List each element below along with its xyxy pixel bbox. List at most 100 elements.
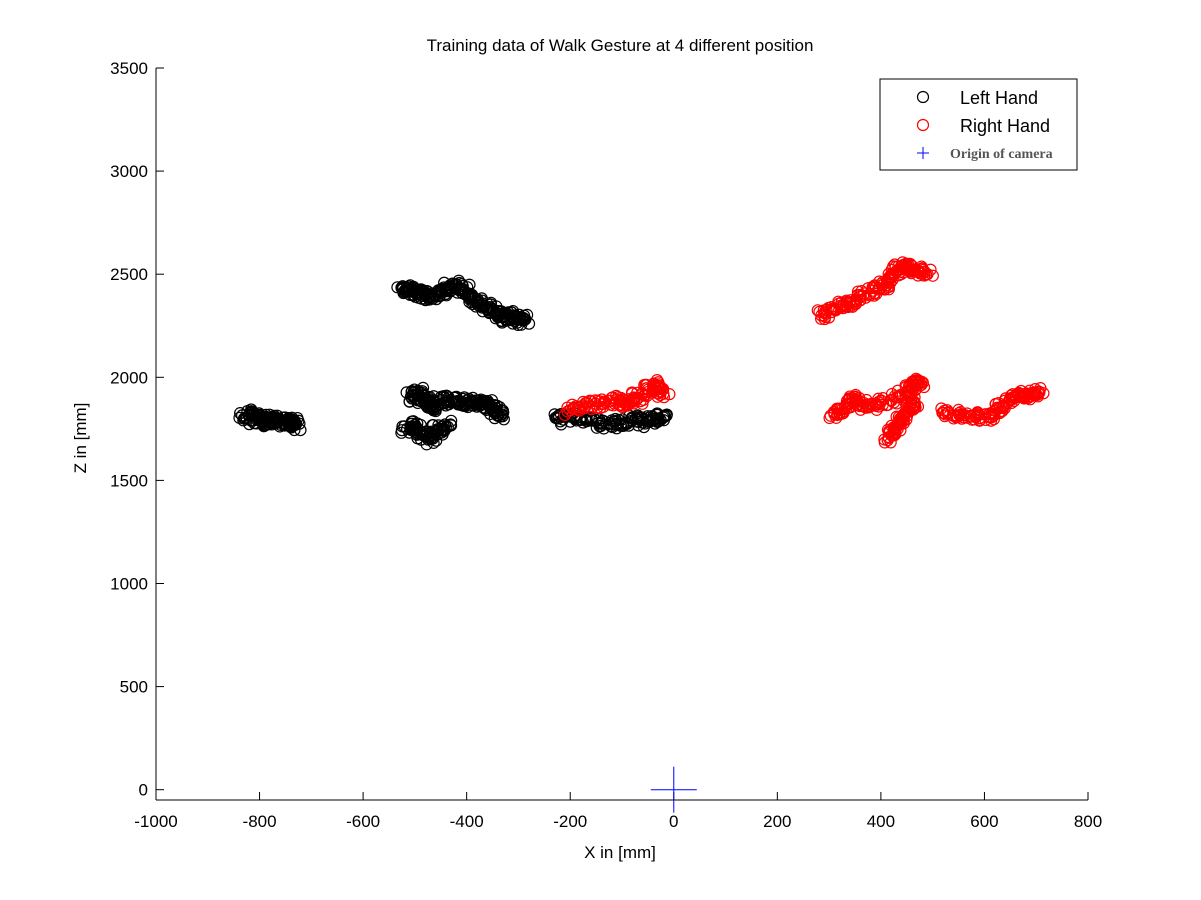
y-axis-label: Z in [mm] (71, 403, 90, 474)
x-tick-label: 400 (867, 812, 895, 831)
data-point (476, 297, 489, 310)
data-point (397, 281, 410, 294)
y-tick-label: 3500 (110, 59, 148, 78)
data-point (234, 407, 247, 420)
data-point (843, 392, 856, 406)
data-point (422, 290, 435, 303)
data-point (632, 419, 645, 432)
legend-marker-right-hand (916, 118, 930, 132)
data-point (609, 412, 622, 426)
data-point (886, 273, 899, 286)
data-point (395, 426, 408, 439)
data-point (580, 396, 594, 409)
data-point (597, 397, 610, 411)
x-axis-label: X in [mm] (584, 843, 656, 862)
data-point (989, 404, 1002, 417)
data-point (635, 387, 649, 400)
x-tick-label: -1000 (134, 812, 177, 831)
data-point (820, 303, 833, 316)
data-point (953, 408, 966, 422)
data-point (657, 382, 670, 396)
data-point (497, 413, 510, 426)
data-point (441, 420, 454, 433)
data-point (461, 400, 474, 414)
data-point (917, 380, 931, 394)
data-point (641, 410, 654, 423)
data-point (885, 394, 898, 407)
data-point (558, 408, 572, 422)
data-point (522, 317, 536, 330)
data-point (938, 404, 951, 417)
data-point (865, 397, 878, 410)
data-point (293, 417, 306, 430)
y-tick-label: 2500 (110, 265, 148, 284)
legend-label-origin: Origin of camera (950, 147, 1053, 162)
data-point (276, 411, 290, 424)
data-point (918, 269, 931, 282)
data-point (594, 401, 607, 415)
data-point (561, 401, 574, 414)
data-point (915, 262, 929, 275)
y-tick-label: 500 (120, 678, 148, 697)
data-point (949, 409, 963, 422)
data-point (984, 414, 998, 427)
x-tick-label: -400 (450, 812, 484, 831)
data-point (909, 378, 922, 391)
data-point (396, 420, 409, 433)
data-point (489, 407, 502, 420)
data-point (294, 423, 307, 437)
data-point (521, 308, 534, 321)
legend-label-right-hand: Right Hand (960, 116, 1050, 136)
data-point (888, 429, 901, 442)
data-point (579, 411, 592, 425)
data-point (887, 260, 900, 273)
series-layer (233, 256, 1050, 813)
data-point (654, 388, 667, 402)
y-tick-label: 1000 (110, 574, 148, 593)
x-tick-label: -800 (243, 812, 277, 831)
data-point (427, 419, 440, 432)
data-point (998, 402, 1011, 415)
data-point (512, 312, 525, 325)
data-point (908, 391, 921, 404)
data-point (590, 421, 603, 434)
data-point (835, 407, 849, 420)
legend: Left Hand Right Hand Origin of camera (879, 78, 1078, 171)
data-point (907, 263, 920, 277)
data-point (650, 415, 664, 428)
data-point (889, 428, 902, 441)
data-point (597, 422, 610, 435)
data-point (469, 394, 483, 407)
data-point (990, 402, 1004, 416)
data-point (496, 404, 510, 417)
data-point (848, 395, 862, 408)
data-point (1029, 388, 1042, 401)
data-point (616, 396, 629, 409)
data-point (905, 267, 918, 280)
data-point (1032, 385, 1045, 398)
data-point (650, 373, 664, 387)
data-point (610, 422, 623, 435)
data-point (245, 403, 258, 416)
data-point (854, 403, 867, 416)
series-left-hand (233, 274, 673, 451)
data-point (427, 404, 440, 417)
data-point (408, 383, 421, 396)
data-point (463, 288, 477, 301)
data-point (823, 411, 836, 425)
legend-marker-left-hand (916, 90, 930, 104)
data-point (583, 394, 596, 407)
x-tick-label: 600 (970, 812, 998, 831)
data-point (1019, 389, 1032, 402)
data-point (616, 400, 629, 414)
data-point (291, 411, 304, 425)
data-point (854, 395, 867, 408)
series-right-hand (558, 256, 1050, 449)
data-point (463, 292, 476, 305)
data-point (487, 405, 500, 419)
data-point (550, 411, 563, 424)
axes-frame (155, 68, 1088, 801)
data-point (915, 375, 928, 388)
